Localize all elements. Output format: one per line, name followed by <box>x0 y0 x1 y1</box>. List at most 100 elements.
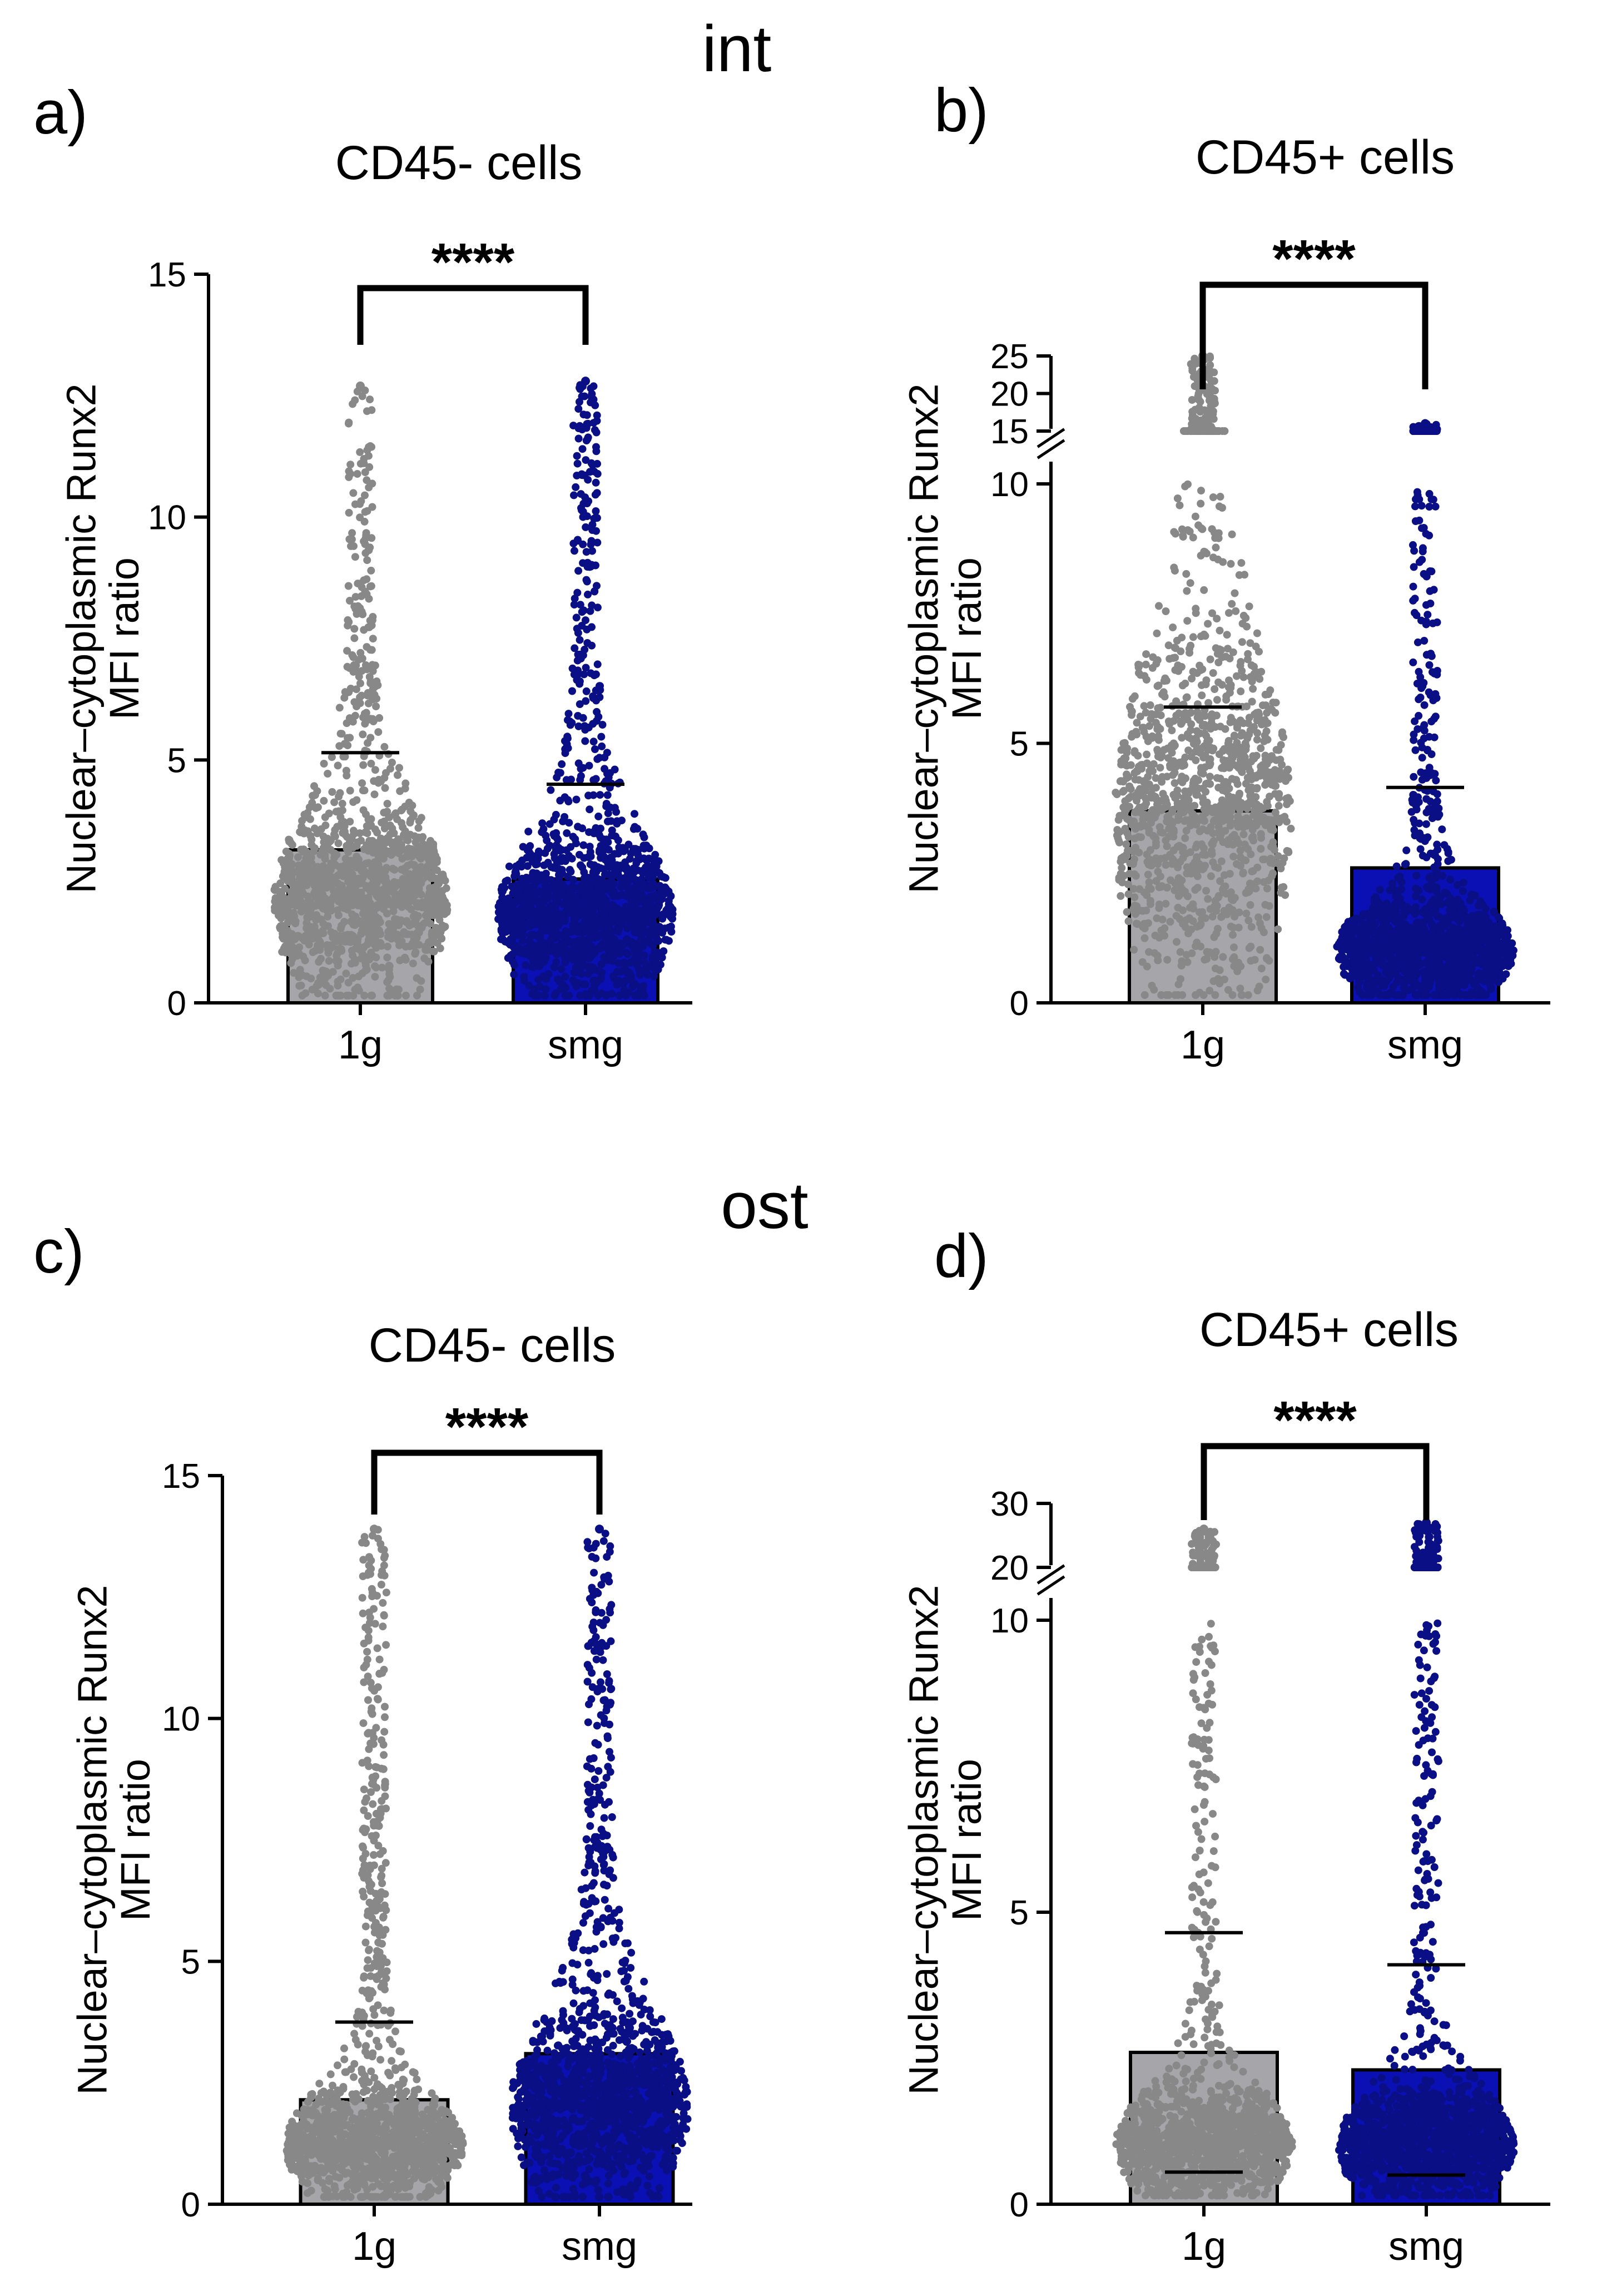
data-point <box>629 868 638 877</box>
data-point <box>395 764 403 772</box>
data-point <box>502 877 510 885</box>
data-point <box>550 963 558 971</box>
data-point <box>1242 745 1250 754</box>
data-point <box>1131 775 1139 784</box>
data-point <box>391 895 399 904</box>
data-point <box>342 969 350 978</box>
data-point <box>574 712 582 720</box>
data-point <box>1186 903 1194 912</box>
data-point <box>316 915 325 923</box>
data-point <box>361 508 369 516</box>
data-point <box>1241 753 1249 761</box>
data-point <box>1191 512 1199 521</box>
data-point <box>1243 761 1251 770</box>
data-point <box>613 911 621 919</box>
data-point <box>578 470 586 478</box>
data-point <box>557 854 566 862</box>
data-point <box>371 973 379 981</box>
data-point <box>1248 867 1256 875</box>
data-point <box>420 919 429 927</box>
data-point <box>1194 395 1203 404</box>
data-point <box>289 886 297 894</box>
data-point <box>1176 758 1184 766</box>
data-point <box>380 743 389 751</box>
data-point <box>591 913 599 921</box>
data-point <box>1199 850 1207 859</box>
data-point <box>1147 765 1155 773</box>
data-point <box>1187 709 1195 717</box>
data-point <box>1411 517 1420 525</box>
data-point <box>578 392 586 400</box>
data-point <box>1252 751 1261 760</box>
data-point <box>512 882 520 890</box>
data-point <box>1244 916 1253 924</box>
data-point <box>353 937 361 945</box>
data-point <box>1229 931 1237 939</box>
data-point <box>1189 533 1197 542</box>
data-point <box>348 529 356 537</box>
data-point <box>398 903 406 911</box>
data-point <box>1268 752 1276 760</box>
data-point <box>590 829 598 838</box>
data-point <box>607 878 616 887</box>
data-point <box>343 647 351 655</box>
data-point <box>356 649 365 657</box>
data-point <box>350 634 359 642</box>
data-point <box>1224 836 1232 844</box>
data-point <box>359 730 367 739</box>
data-point <box>1424 611 1432 619</box>
data-point <box>536 933 544 942</box>
data-point-max <box>356 381 365 390</box>
data-point <box>1216 626 1224 635</box>
data-point <box>565 852 573 860</box>
y-tick-label-a: 0 <box>167 984 186 1023</box>
data-point <box>563 734 572 743</box>
data-point <box>1259 765 1267 773</box>
data-point <box>1266 824 1274 832</box>
data-point <box>1433 670 1441 679</box>
data-point <box>652 958 660 967</box>
data-point <box>1165 833 1173 841</box>
data-point <box>600 842 608 850</box>
y-axis-label-line2-b: MFI ratio <box>944 557 990 720</box>
data-point <box>411 891 420 899</box>
data-point <box>521 895 529 903</box>
data-point <box>649 972 658 981</box>
data-point <box>586 883 594 891</box>
data-point <box>1181 834 1189 842</box>
data-point <box>346 786 354 795</box>
data-point <box>574 650 582 659</box>
data-point <box>324 770 332 778</box>
data-point <box>654 868 662 877</box>
data-point <box>584 590 592 598</box>
data-point <box>1224 737 1233 745</box>
data-point <box>368 991 376 999</box>
data-point <box>601 753 609 761</box>
data-point <box>351 396 359 404</box>
data-point <box>582 437 591 444</box>
data-point <box>300 810 309 819</box>
data-point <box>572 795 581 804</box>
data-point <box>301 956 309 964</box>
data-point <box>1125 803 1133 811</box>
data-point <box>577 490 585 498</box>
data-point <box>1208 714 1216 723</box>
data-point <box>557 965 566 973</box>
data-point <box>1236 847 1244 855</box>
data-point <box>1245 602 1253 611</box>
data-point <box>1209 977 1218 985</box>
data-point <box>365 483 373 492</box>
data-point <box>1139 907 1147 915</box>
data-point <box>1130 834 1139 843</box>
data-point <box>383 909 391 918</box>
data-point <box>316 899 324 907</box>
data-point <box>1209 858 1217 867</box>
data-point <box>593 411 601 419</box>
data-point <box>539 905 547 913</box>
data-point <box>1207 427 1215 435</box>
data-point <box>520 973 528 981</box>
data-point <box>1178 885 1187 894</box>
data-point <box>1215 750 1223 759</box>
data-point <box>300 874 309 883</box>
x-tick-label-b-1g: 1g <box>1181 1023 1225 1067</box>
